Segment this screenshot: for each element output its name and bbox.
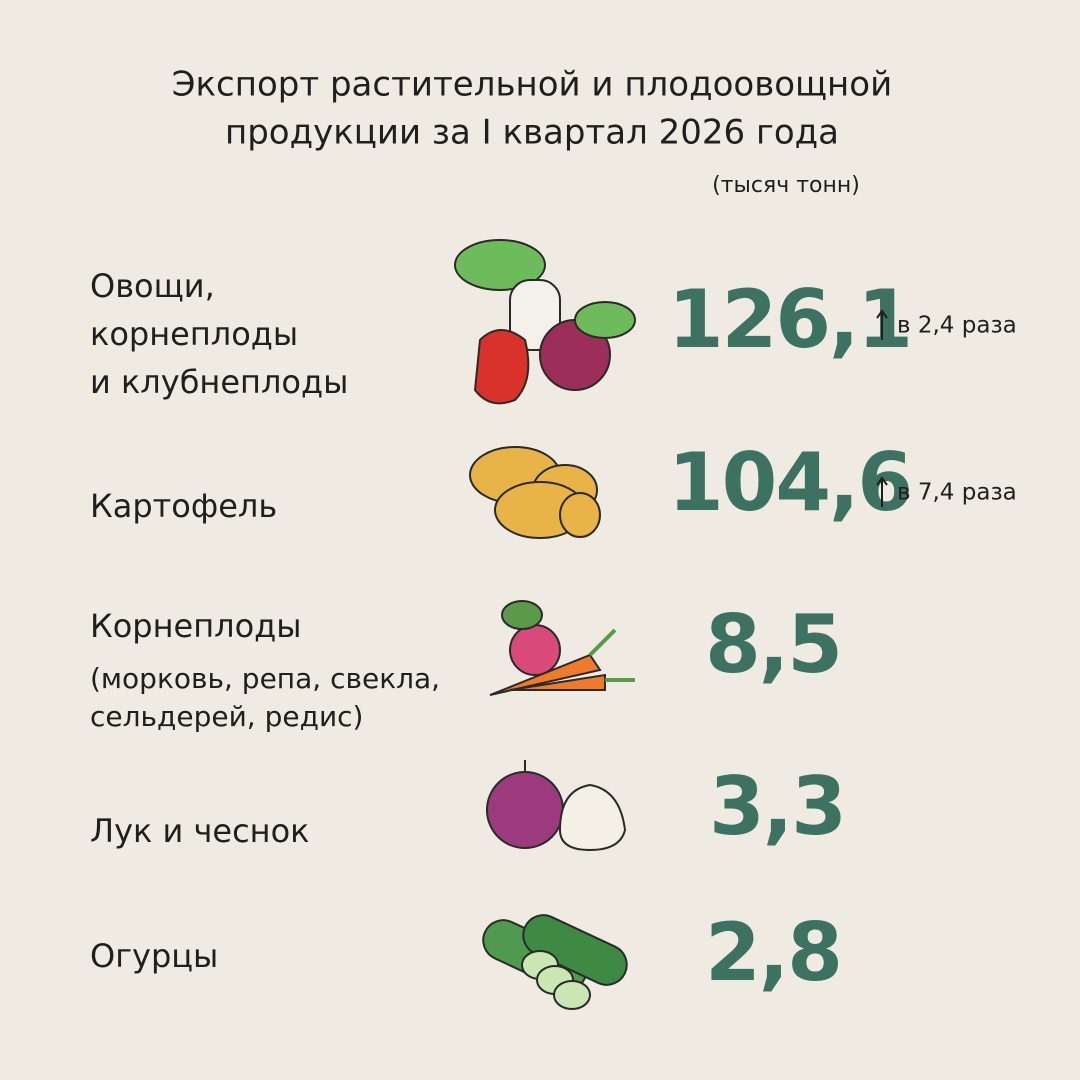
item-label: корнеплоды	[90, 315, 298, 353]
item-label: (морковь, репа, свекла,	[90, 662, 440, 695]
vegetables-illustration	[454, 239, 636, 405]
unit: (тысяч тонн)	[712, 173, 860, 198]
item-label: Лук и чеснок	[90, 812, 309, 850]
item-label: Овощи,	[90, 267, 215, 305]
item-value: 104,6	[668, 436, 911, 529]
title-line: Экспорт растительной и плодоовощной	[172, 65, 892, 105]
item-label: Огурцы	[90, 937, 218, 975]
item-label: Картофель	[90, 487, 277, 525]
change-label: в 2,4 раза	[897, 313, 1017, 339]
item-label: Корнеплоды	[90, 607, 302, 645]
item-label: и клубнеплоды	[90, 363, 348, 401]
roots-illustration	[489, 600, 635, 696]
up-arrow	[876, 476, 888, 507]
change-label: в 7,4 раза	[897, 480, 1017, 506]
up-arrow	[876, 309, 888, 340]
item-value: 3,3	[709, 760, 845, 853]
item-value: 2,8	[705, 906, 841, 999]
item-value: 8,5	[705, 598, 841, 691]
potato-illustration	[469, 446, 601, 539]
item-label: сельдерей, редис)	[90, 700, 363, 733]
title-line: продукции за I квартал 2026 года	[225, 113, 839, 153]
onion-garlic-illustration	[486, 760, 627, 852]
cucumber-illustration	[482, 914, 628, 1010]
item-value: 126,1	[668, 273, 911, 366]
